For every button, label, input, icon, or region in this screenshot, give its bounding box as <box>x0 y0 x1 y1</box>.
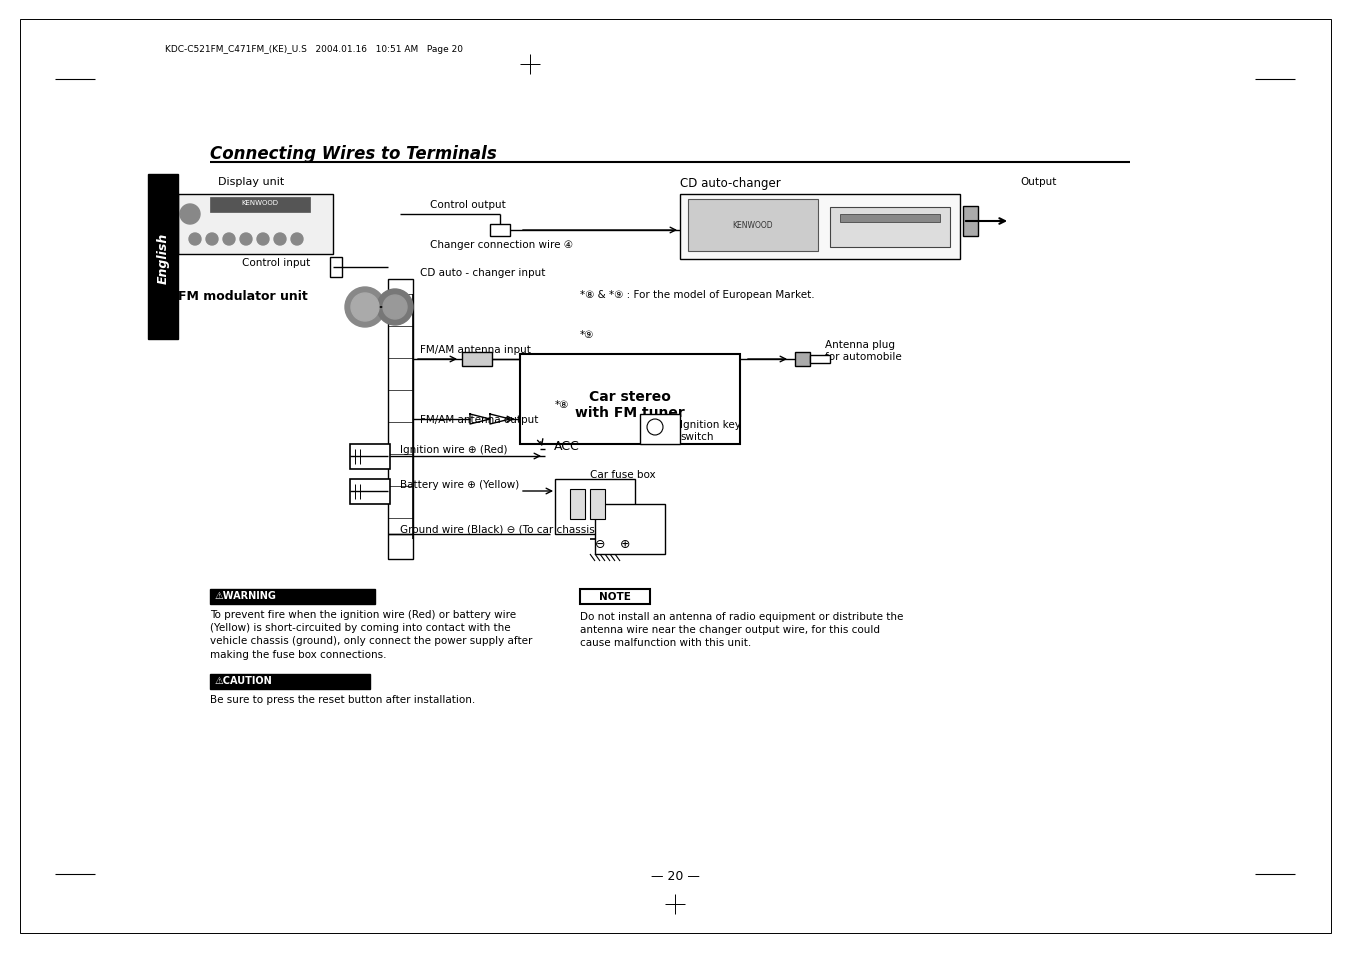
Text: ⊖: ⊖ <box>594 537 605 551</box>
Text: Do not install an antenna of radio equipment or distribute the
antenna wire near: Do not install an antenna of radio equip… <box>580 612 904 648</box>
Circle shape <box>257 233 269 246</box>
Bar <box>462 353 492 367</box>
Text: CD auto-changer: CD auto-changer <box>680 177 781 190</box>
Bar <box>580 589 650 604</box>
Bar <box>209 198 309 213</box>
Bar <box>680 194 961 260</box>
Bar <box>640 415 680 444</box>
Circle shape <box>274 233 286 246</box>
Text: FM modulator unit: FM modulator unit <box>178 290 308 303</box>
Circle shape <box>180 205 200 225</box>
Text: *⑧: *⑧ <box>555 399 569 410</box>
Text: Car stereo
with FM tuner: Car stereo with FM tuner <box>576 390 685 419</box>
Text: NOTE: NOTE <box>598 592 631 601</box>
Text: Car fuse box: Car fuse box <box>590 470 655 479</box>
Text: Output: Output <box>1020 177 1056 187</box>
Bar <box>209 589 376 604</box>
Text: ⚠CAUTION: ⚠CAUTION <box>215 676 273 685</box>
Bar <box>840 214 940 223</box>
Bar <box>520 355 740 444</box>
Text: English: English <box>157 233 169 283</box>
Text: Control input: Control input <box>242 257 311 268</box>
Bar <box>178 194 332 254</box>
Text: Changer connection wire ④: Changer connection wire ④ <box>430 240 573 250</box>
Bar <box>590 490 605 519</box>
Text: KENWOOD: KENWOOD <box>242 200 278 206</box>
Text: ⚠WARNING: ⚠WARNING <box>215 590 277 600</box>
Bar <box>688 200 817 252</box>
Text: — 20 —: — 20 — <box>651 869 700 882</box>
Circle shape <box>345 288 385 328</box>
Text: *⑧ & *⑨ : For the model of European Market.: *⑧ & *⑨ : For the model of European Mark… <box>580 290 815 299</box>
Text: ⊕: ⊕ <box>620 537 631 551</box>
Text: Control output: Control output <box>430 200 505 210</box>
Circle shape <box>223 233 235 246</box>
Bar <box>570 490 585 519</box>
Text: To prevent fire when the ignition wire (Red) or battery wire
(Yellow) is short-c: To prevent fire when the ignition wire (… <box>209 609 532 659</box>
Bar <box>963 207 978 236</box>
Circle shape <box>189 233 201 246</box>
Bar <box>830 208 950 248</box>
Bar <box>350 479 390 504</box>
Text: ACC: ACC <box>554 439 580 453</box>
Bar <box>594 504 665 555</box>
Bar <box>388 280 413 559</box>
Text: Ignition wire ⊕ (Red): Ignition wire ⊕ (Red) <box>400 444 508 455</box>
Text: *⑨: *⑨ <box>580 330 594 339</box>
Text: Battery: Battery <box>608 539 646 550</box>
Text: FM/AM antenna input: FM/AM antenna input <box>420 345 531 355</box>
Text: Connecting Wires to Terminals: Connecting Wires to Terminals <box>209 145 497 163</box>
Bar <box>149 174 178 339</box>
Text: Ignition key
switch: Ignition key switch <box>680 419 740 441</box>
Text: Battery wire ⊕ (Yellow): Battery wire ⊕ (Yellow) <box>400 479 519 490</box>
Text: KDC-C521FM_C471FM_(KE)_U.S   2004.01.16   10:51 AM   Page 20: KDC-C521FM_C471FM_(KE)_U.S 2004.01.16 10… <box>165 45 463 54</box>
Bar <box>350 444 390 470</box>
Bar <box>811 355 830 364</box>
Text: Antenna plug
for automobile: Antenna plug for automobile <box>825 339 901 361</box>
Circle shape <box>351 294 380 322</box>
Text: KENWOOD: KENWOOD <box>732 220 773 230</box>
Bar <box>490 225 509 236</box>
Bar <box>794 353 811 367</box>
Circle shape <box>290 233 303 246</box>
Circle shape <box>382 295 407 319</box>
Bar <box>209 675 370 689</box>
Text: Display unit: Display unit <box>218 177 284 187</box>
Text: CD auto - changer input: CD auto - changer input <box>420 268 546 277</box>
Text: Be sure to press the reset button after installation.: Be sure to press the reset button after … <box>209 695 476 704</box>
Text: Ground wire (Black) ⊖ (To car chassis): Ground wire (Black) ⊖ (To car chassis) <box>400 524 598 535</box>
Text: FM/AM antenna output: FM/AM antenna output <box>420 415 539 424</box>
Bar <box>555 479 635 535</box>
Circle shape <box>240 233 253 246</box>
Bar <box>330 257 342 277</box>
Circle shape <box>377 290 413 326</box>
Circle shape <box>205 233 218 246</box>
